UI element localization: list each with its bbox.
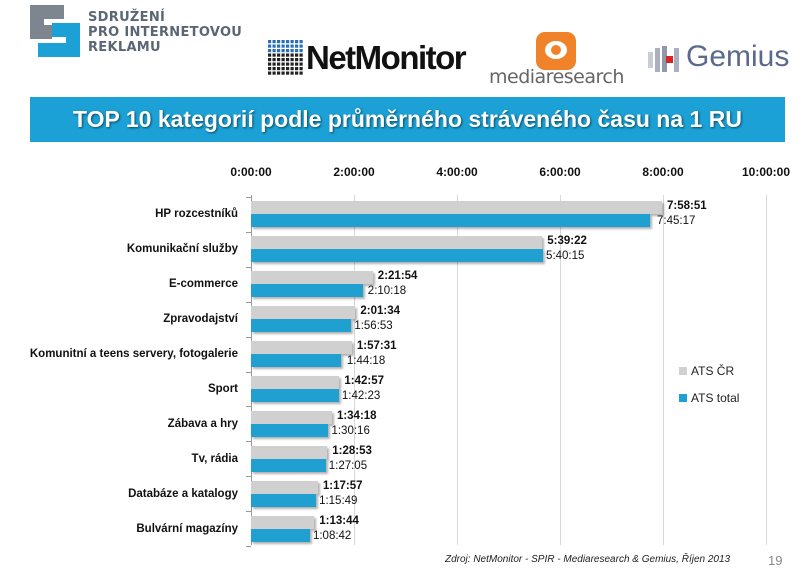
value-label-ats-total: 5:40:15 — [546, 250, 585, 263]
gridline — [663, 195, 664, 545]
legend-label-ats-cr: ATS ČR — [691, 364, 735, 378]
value-label-ats-total: 1:42:23 — [341, 389, 381, 402]
value-label-ats-cr: 2:01:34 — [360, 305, 400, 318]
category-label: Zábava a hry — [167, 417, 238, 430]
bar-ats-cr — [251, 306, 356, 320]
x-tick-label: 0:00:00 — [230, 165, 272, 179]
bar-ats-cr — [251, 445, 328, 459]
legend-swatch-ats-total — [679, 394, 687, 402]
value-label-ats-total: 1:08:42 — [312, 529, 352, 542]
value-label-ats-total: 1:30:16 — [331, 424, 370, 437]
y-tick-mark — [246, 371, 251, 373]
value-label-ats-cr: 5:39:22 — [547, 235, 587, 248]
bar-ats-cr — [251, 236, 543, 250]
category-label: Sport — [207, 382, 238, 395]
bar-ats-cr — [251, 410, 332, 424]
category-label: Komunitní a teens servery, fotogalerie — [29, 348, 238, 361]
chart-title: TOP 10 kategorií podle průměrného stráve… — [73, 106, 742, 132]
gridline — [457, 195, 458, 545]
gemius-logo-icon — [648, 46, 679, 72]
category-label: Zpravodajství — [163, 313, 238, 326]
gridline — [251, 195, 252, 545]
y-tick-mark — [246, 266, 251, 268]
bar-ats-total — [251, 388, 339, 402]
category-label: E-commerce — [168, 278, 238, 291]
category-label: Komunikační služby — [126, 243, 238, 256]
title-banner: TOP 10 kategorií podle průměrného stráve… — [30, 97, 785, 142]
y-tick-mark — [246, 476, 251, 478]
bar-ats-total — [251, 528, 310, 542]
value-label-ats-total: 1:44:18 — [346, 355, 386, 368]
value-label-ats-cr: 1:28:53 — [332, 444, 372, 457]
category-label: Bulvární magazíny — [136, 522, 238, 535]
y-tick-mark — [246, 511, 251, 513]
bar-ats-cr — [251, 375, 340, 389]
gemius-logo-text: Gemius — [686, 40, 790, 73]
x-tick-label: 4:00:00 — [436, 165, 478, 179]
bar-ats-total — [251, 493, 317, 507]
bar-ats-total — [251, 319, 352, 333]
mediaresearch-logo-text: mediaresearch — [489, 66, 624, 88]
y-tick-mark — [246, 336, 251, 338]
netmonitor-logo-text: NetMonitor — [306, 39, 467, 76]
source-note: Zdroj: NetMonitor - SPIR - Mediaresearch… — [445, 554, 731, 565]
y-tick-mark — [246, 441, 251, 443]
bar-ats-total — [251, 284, 363, 298]
bar-ats-cr — [251, 515, 315, 529]
value-label-ats-total: 7:45:17 — [657, 215, 696, 228]
value-label-ats-cr: 1:34:18 — [336, 409, 377, 422]
x-tick-label: 2:00:00 — [333, 165, 375, 179]
y-tick-mark — [246, 406, 251, 408]
bar-ats-cr — [251, 271, 373, 285]
bar-ats-cr — [251, 201, 662, 215]
gridline — [766, 195, 767, 545]
spir-logo-icon — [30, 5, 80, 57]
value-label-ats-cr: 1:57:31 — [356, 340, 397, 353]
bar-ats-total — [251, 458, 326, 472]
y-tick-mark — [246, 231, 251, 233]
bar-ats-total — [251, 423, 329, 437]
legend-swatch-ats-cr — [679, 367, 687, 375]
value-label-ats-total: 1:27:05 — [328, 459, 368, 472]
value-label-ats-cr: 2:21:54 — [377, 270, 418, 283]
bar-ats-total — [251, 249, 544, 263]
y-tick-mark — [246, 301, 251, 303]
page-number: 19 — [768, 553, 783, 568]
bar-ats-cr — [251, 341, 352, 355]
gridline — [354, 195, 355, 545]
legend-label-ats-total: ATS total — [691, 391, 740, 405]
bar-ats-total — [251, 214, 651, 228]
spir-logo-text: SDRUŽENÍ PRO INTERNETOVOU REKLAMU — [88, 10, 243, 55]
netmonitor-grid-icon — [268, 40, 303, 75]
y-tick-mark — [246, 546, 251, 547]
gridline — [560, 195, 561, 545]
bar-ats-total — [251, 354, 341, 368]
mediaresearch-eye-icon — [536, 32, 576, 70]
value-label-ats-total: 1:15:49 — [319, 494, 358, 507]
value-label-ats-cr: 1:42:57 — [344, 374, 384, 387]
value-label-ats-cr: 1:13:44 — [319, 514, 359, 527]
y-tick-mark — [246, 197, 251, 198]
value-label-ats-total: 2:10:18 — [367, 285, 407, 298]
value-label-ats-cr: 1:17:57 — [322, 479, 363, 492]
x-tick-label: 6:00:00 — [539, 165, 581, 179]
bar-ats-cr — [251, 480, 318, 494]
x-tick-label: 8:00:00 — [642, 165, 684, 179]
category-label: Databáze a katalogy — [128, 487, 238, 500]
x-tick-label: 10:00:00 — [741, 165, 791, 179]
category-label: Tv, rádia — [191, 452, 238, 465]
value-label-ats-total: 1:56:53 — [354, 320, 393, 333]
category-label: HP rozcestníků — [155, 208, 238, 221]
value-label-ats-cr: 7:58:51 — [667, 200, 707, 213]
